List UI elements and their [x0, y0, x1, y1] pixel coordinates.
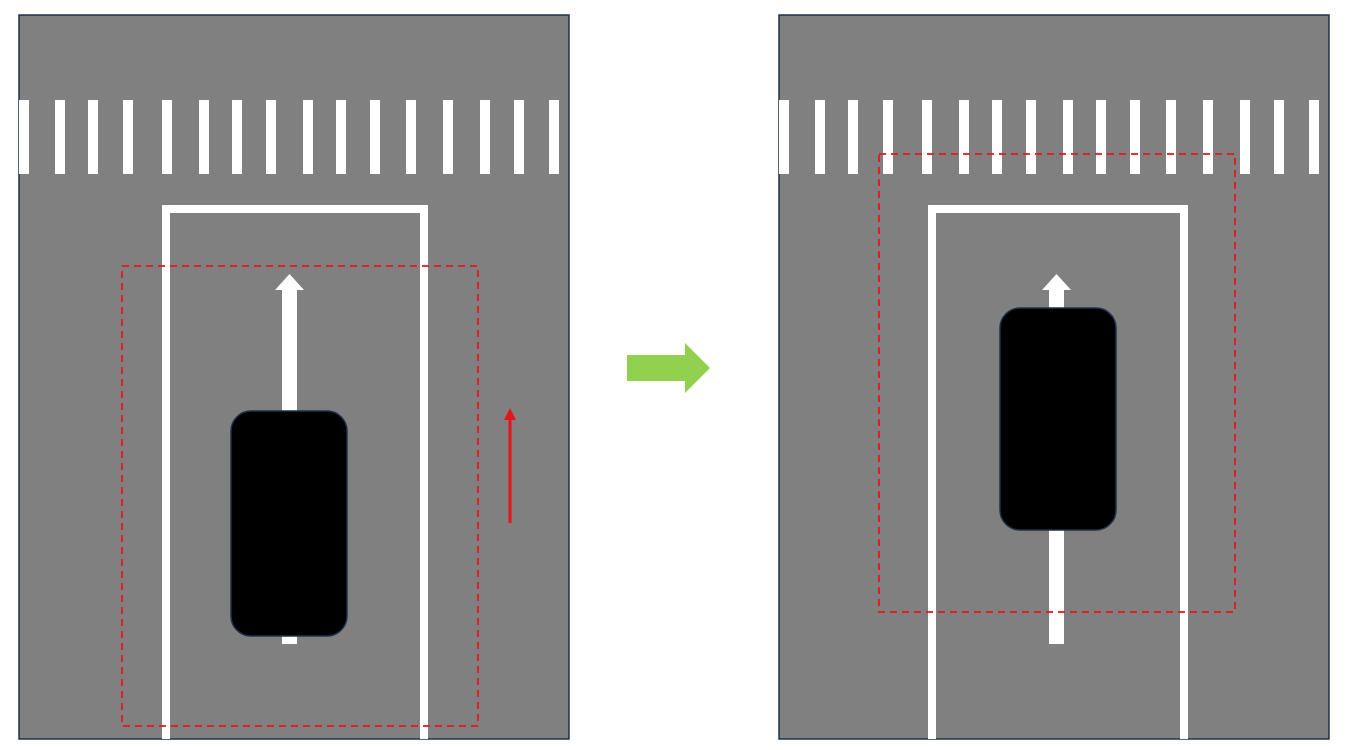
- crosswalk-stripe: [514, 100, 524, 174]
- panel-before: [18, 14, 570, 740]
- lane-arrow-head: [275, 274, 304, 290]
- crosswalk-stripe: [1026, 100, 1036, 174]
- crosswalk-stripe: [88, 100, 98, 174]
- vehicle: [230, 410, 348, 637]
- crosswalk-stripe: [336, 100, 346, 174]
- lane-marking: [162, 205, 428, 739]
- crosswalk-stripe: [370, 100, 380, 174]
- crosswalk-stripe: [922, 100, 932, 174]
- crosswalk-stripe: [959, 100, 969, 174]
- crosswalk-stripe: [55, 100, 65, 174]
- vehicle: [999, 307, 1117, 531]
- crosswalk-stripe: [303, 100, 313, 174]
- crosswalk-stripe: [1203, 100, 1213, 174]
- crosswalk-stripe: [1063, 100, 1073, 174]
- crosswalk-stripe: [1309, 100, 1319, 174]
- crosswalk-stripe: [848, 100, 858, 174]
- crosswalk-stripe: [162, 100, 172, 174]
- crosswalk: [779, 100, 1319, 174]
- crosswalk-stripe: [549, 100, 559, 174]
- crosswalk-stripe: [883, 100, 893, 174]
- crosswalk-stripe: [480, 100, 490, 174]
- crosswalk-stripe: [1166, 100, 1176, 174]
- crosswalk-stripe: [1096, 100, 1106, 174]
- crosswalk-stripe: [199, 100, 209, 174]
- detection-box: [878, 153, 1236, 613]
- crosswalk: [19, 100, 559, 174]
- lane-marking: [928, 205, 1188, 739]
- crosswalk-stripe: [19, 100, 29, 174]
- crosswalk-stripe: [1130, 100, 1140, 174]
- crosswalk-stripe: [779, 100, 789, 174]
- panel-after: [778, 14, 1330, 740]
- crosswalk-stripe: [1240, 100, 1250, 174]
- crosswalk-stripe: [992, 100, 1002, 174]
- crosswalk-stripe: [266, 100, 276, 174]
- crosswalk-stripe: [1274, 100, 1284, 174]
- arrow-right-icon: [627, 343, 710, 393]
- crosswalk-stripe: [232, 100, 242, 174]
- crosswalk-stripe: [443, 100, 453, 174]
- crosswalk-stripe: [815, 100, 825, 174]
- crosswalk-stripe: [406, 100, 416, 174]
- motion-arrow-head: [504, 408, 516, 420]
- lane-arrow-head: [1042, 274, 1071, 290]
- crosswalk-stripe: [123, 100, 133, 174]
